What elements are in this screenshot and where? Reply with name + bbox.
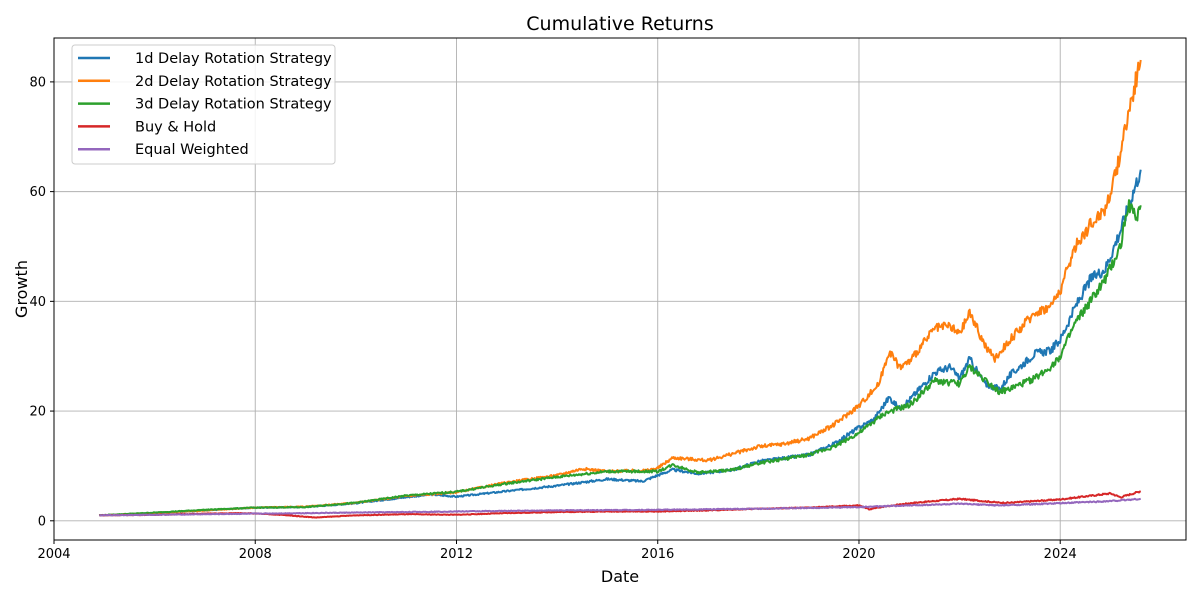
x-tick-label: 2004	[37, 547, 70, 562]
x-tick-label: 2012	[440, 547, 473, 562]
x-tick-label: 2008	[239, 547, 272, 562]
y-tick-label: 60	[29, 185, 46, 200]
x-tick-label: 2016	[641, 547, 674, 562]
series-line-5	[99, 497, 1141, 517]
x-tick-label: 2024	[1044, 547, 1077, 562]
y-tick-label: 20	[29, 405, 46, 420]
legend: 1d Delay Rotation Strategy 2d Delay Rotat…	[71, 44, 336, 165]
y-tick-label: 40	[29, 295, 46, 310]
y-tick-label: 80	[29, 75, 46, 90]
axis-ticks: 2004 2008 2012 2016 2020 2024 0 20 40 60 80	[29, 75, 1076, 562]
series-line-3	[98, 199, 1142, 517]
legend-label: Buy & Hold	[135, 119, 216, 135]
series-line-4	[99, 490, 1142, 519]
y-tick-label: 0	[38, 514, 46, 529]
legend-label: 2d Delay Rotation Strategy	[135, 74, 332, 90]
legend-box	[71, 44, 336, 165]
plot-frame	[53, 37, 1187, 541]
y-axis-label: Growth	[12, 260, 31, 318]
chart-title: Cumulative Returns	[526, 13, 713, 35]
legend-label: 3d Delay Rotation Strategy	[135, 97, 332, 113]
grid	[53, 38, 1186, 540]
legend-label: 1d Delay Rotation Strategy	[135, 51, 332, 67]
x-tick-label: 2020	[842, 547, 875, 562]
x-axis-label: Date	[601, 567, 639, 586]
legend-label: Equal Weighted	[135, 142, 249, 158]
series-lines	[98, 59, 1142, 519]
